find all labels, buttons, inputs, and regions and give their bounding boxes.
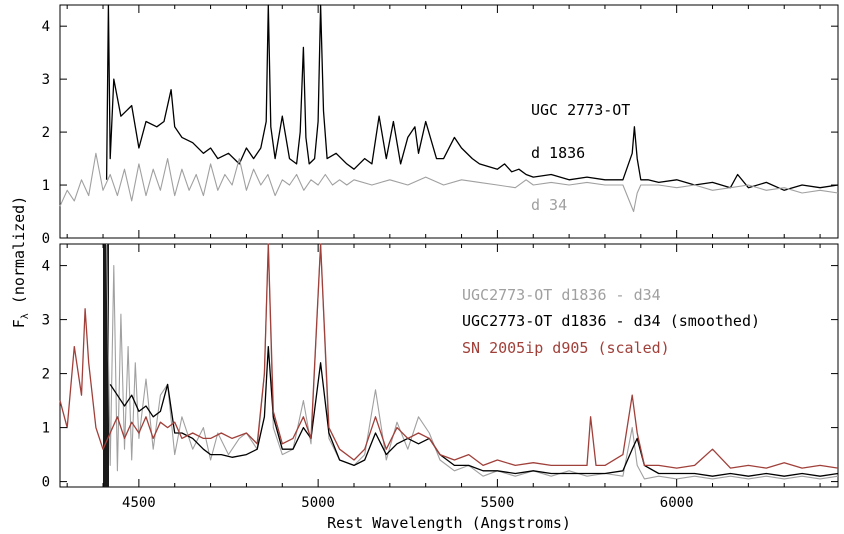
bottom-panel-frame — [59, 243, 839, 488]
bottom-y-tick-label-2: 2 — [42, 367, 50, 383]
svg-text:Fλ (normalized): Fλ (normalized) — [10, 196, 31, 328]
top-y-tick-label-2: 2 — [42, 125, 50, 141]
bottom-y-tick-label-1: 1 — [42, 421, 50, 437]
y-axis-title-suffix: (normalized) — [10, 196, 28, 313]
legend-item-smoothed: UGC2773-OT d1836 - d34 (smoothed) — [462, 312, 760, 330]
top-panel-ticks: 0 1 2 3 4 — [42, 5, 838, 247]
x-tick-label-1: 5000 — [301, 495, 335, 511]
bottom-series-line-0 — [106, 243, 839, 480]
top-y-tick-label-4: 4 — [42, 19, 50, 35]
annotation-epoch-early: d 34 — [531, 196, 567, 214]
bottom-y-tick-label-0: 0 — [42, 475, 50, 491]
annotation-epoch-late: d 1836 — [531, 144, 585, 162]
annotation-object: UGC 2773-OT — [531, 101, 630, 119]
top-y-tick-label-0: 0 — [42, 231, 50, 247]
bottom-panel: 0 1 2 3 4 4500 5000 5500 6000 UGC2773-OT d1836 -… — [42, 243, 839, 511]
top-series-line-0 — [105, 4, 839, 191]
y-axis-title-f: F — [10, 319, 28, 328]
x-tick-label-0: 4500 — [122, 495, 156, 511]
x-axis-title: Rest Wavelength (Angstroms) — [327, 514, 571, 532]
top-panel: 0 1 2 3 4 UGC 2773-OT d 1836 d 34 — [42, 4, 839, 247]
legend-item-difference: UGC2773-OT d1836 - d34 — [462, 286, 661, 304]
top-panel-series — [59, 4, 839, 213]
y-axis-title: Fλ (normalized) — [10, 196, 31, 328]
bottom-y-tick-label-3: 3 — [42, 313, 50, 329]
bottom-panel-series — [59, 243, 839, 480]
top-series-line-1 — [59, 152, 839, 213]
bottom-series-line-1 — [109, 345, 839, 477]
top-y-tick-label-3: 3 — [42, 72, 50, 88]
top-panel-frame — [59, 4, 839, 239]
y-axis-title-lambda: λ — [20, 313, 31, 319]
data-gap-band — [103, 244, 109, 487]
legend-item-sn2005ip: SN 2005ip d905 (scaled) — [462, 339, 670, 357]
bottom-panel-ticks: 0 1 2 3 4 4500 5000 5500 6000 — [42, 244, 838, 511]
bottom-y-tick-label-4: 4 — [42, 259, 50, 275]
x-tick-label-3: 6000 — [660, 495, 694, 511]
top-y-tick-label-1: 1 — [42, 178, 50, 194]
x-tick-label-2: 5500 — [481, 495, 515, 511]
bottom-series-line-2 — [59, 243, 839, 469]
